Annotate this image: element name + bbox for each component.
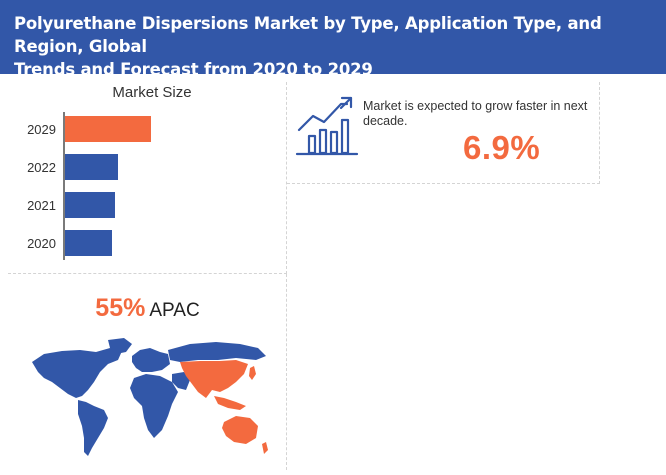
bar-2022 [65,154,118,180]
world-map [32,338,268,456]
page-title-line-1: Polyurethane Dispersions Market by Type,… [14,14,602,56]
category-label-2029: 2029 [27,122,56,137]
map-japan [249,366,256,380]
map-africa [130,374,178,438]
category-label-2020: 2020 [27,236,56,251]
category-label-2022: 2022 [27,160,56,175]
map-north-america [32,348,122,398]
category-label-2021: 2021 [27,198,56,213]
page-title-line-2: Trends and Forecast from 2020 to 2029 [14,60,373,79]
map-greenland [108,338,132,354]
chart-title: Market Size [112,84,191,101]
bar-2021 [65,192,115,218]
growth-chart-icon [295,96,359,156]
map-new-zealand [262,442,268,454]
region-panel: 55% APAC [8,274,287,470]
region-name: APAC [149,300,200,321]
map-middle-east [172,372,190,390]
map-south-america [78,400,108,456]
market-size-panel: Market Size 2029 2022 2021 2020 [8,82,287,274]
header-banner: Polyurethane Dispersions Market by Type,… [0,0,666,79]
growth-description: Market is expected to grow faster in nex… [363,99,588,128]
map-asia-pacific [180,360,248,398]
bar-2020 [65,230,112,256]
bar-2029 [65,116,151,142]
growth-rate-value: 6.9% [463,129,541,166]
region-share: 55% APAC [8,294,287,323]
map-australia [222,416,258,444]
map-russia [168,342,266,362]
region-percent: 55% [95,294,146,322]
map-southeast-asia [214,396,246,410]
map-europe [132,348,170,372]
growth-panel: Market is expected to grow faster in nex… [287,82,600,184]
market-size-chart: Market Size 2029 2022 2021 2020 [27,84,192,260]
